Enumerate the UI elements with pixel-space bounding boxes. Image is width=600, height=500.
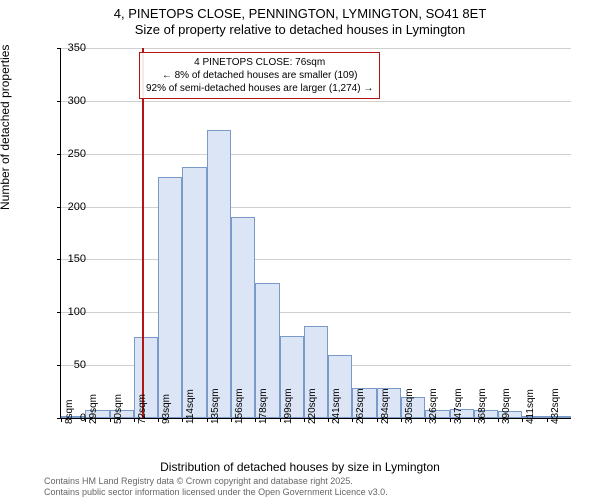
xtick-mark	[134, 418, 135, 422]
xtick-label: 156sqm	[234, 388, 245, 424]
xtick-label: 347sqm	[453, 388, 464, 424]
annotation-box: 4 PINETOPS CLOSE: 76sqm ← 8% of detached…	[139, 52, 380, 99]
footer-attribution: Contains HM Land Registry data © Crown c…	[44, 476, 388, 498]
xtick-mark	[425, 418, 426, 422]
xtick-mark	[377, 418, 378, 422]
gridline	[61, 259, 571, 260]
xtick-label: 72sqm	[137, 394, 148, 424]
xtick-label: 29sqm	[88, 394, 99, 424]
y-axis-label: Number of detached properties	[0, 45, 12, 210]
gridline	[61, 101, 571, 102]
ytick-label: 150	[46, 253, 86, 265]
xtick-label: 50sqm	[113, 394, 124, 424]
reference-line	[142, 48, 144, 418]
gridline	[61, 154, 571, 155]
ytick-label: 200	[46, 201, 86, 213]
footer-line-1: Contains HM Land Registry data © Crown c…	[44, 476, 388, 487]
histogram-bar	[207, 130, 231, 418]
xtick-label: 326sqm	[428, 388, 439, 424]
xtick-label: 8sqm	[64, 400, 75, 424]
title-line-2: Size of property relative to detached ho…	[0, 22, 600, 38]
x-axis-label: Distribution of detached houses by size …	[0, 460, 600, 474]
xtick-mark	[110, 418, 111, 422]
xtick-label: 114sqm	[185, 389, 196, 424]
xtick-label: 305sqm	[404, 388, 415, 424]
ytick-label: 250	[46, 148, 86, 160]
xtick-mark	[328, 418, 329, 422]
xtick-mark	[231, 418, 232, 422]
gridline	[61, 48, 571, 49]
ytick-label: 300	[46, 95, 86, 107]
xtick-mark	[158, 418, 159, 422]
chart-container: 4, PINETOPS CLOSE, PENNINGTON, LYMINGTON…	[0, 0, 600, 500]
annotation-line-3: 92% of semi-detached houses are larger (…	[146, 82, 373, 95]
annotation-line-1: 4 PINETOPS CLOSE: 76sqm	[146, 56, 373, 69]
xtick-label: 368sqm	[477, 388, 488, 424]
xtick-mark	[280, 418, 281, 422]
xtick-label: 411sqm	[525, 389, 536, 424]
title-line-1: 4, PINETOPS CLOSE, PENNINGTON, LYMINGTON…	[0, 6, 600, 22]
xtick-label: 284sqm	[380, 388, 391, 424]
gridline	[61, 312, 571, 313]
plot-area: 4 PINETOPS CLOSE: 76sqm ← 8% of detached…	[60, 48, 571, 419]
xtick-label: 432sqm	[550, 388, 561, 424]
xtick-mark	[182, 418, 183, 422]
histogram-bar	[182, 167, 206, 418]
histogram-bar	[158, 177, 182, 418]
xtick-mark	[207, 418, 208, 422]
gridline	[61, 207, 571, 208]
footer-line-2: Contains public sector information licen…	[44, 487, 388, 498]
xtick-mark	[352, 418, 353, 422]
xtick-label: 241sqm	[331, 388, 342, 424]
ytick-label: 100	[46, 306, 86, 318]
xtick-mark	[255, 418, 256, 422]
xtick-mark	[304, 418, 305, 422]
xtick-mark	[401, 418, 402, 422]
xtick-label: 262sqm	[355, 388, 366, 424]
xtick-mark	[450, 418, 451, 422]
xtick-mark	[474, 418, 475, 422]
xtick-label: 135sqm	[210, 388, 221, 424]
xtick-label: 220sqm	[307, 388, 318, 424]
ytick-label: 350	[46, 42, 86, 54]
xtick-mark	[547, 418, 548, 422]
chart-title: 4, PINETOPS CLOSE, PENNINGTON, LYMINGTON…	[0, 0, 600, 37]
xtick-mark	[522, 418, 523, 422]
annotation-line-2: ← 8% of detached houses are smaller (109…	[146, 69, 373, 82]
xtick-label: 199sqm	[283, 388, 294, 424]
xtick-label: 178sqm	[258, 388, 269, 424]
xtick-mark	[498, 418, 499, 422]
xtick-label: 93sqm	[161, 394, 172, 424]
xtick-label: 390sqm	[501, 388, 512, 424]
ytick-label: 50	[46, 359, 86, 371]
